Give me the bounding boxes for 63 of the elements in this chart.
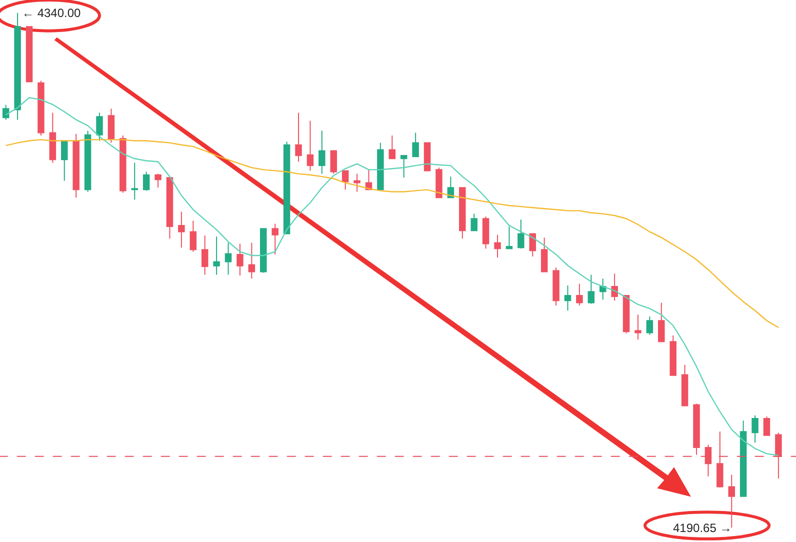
candlestick [506,226,513,250]
candlestick [260,228,267,274]
candlestick [540,237,548,272]
candlestick [166,177,174,240]
candlestick [236,243,244,276]
candlestick [49,112,56,164]
candlestick [670,334,676,376]
candlestick [224,242,232,276]
candlestick [459,187,466,240]
candlestick [318,130,326,174]
candlestick [412,132,419,158]
annotation: 4190.65 → [673,521,732,535]
candlestick [142,171,150,192]
candlestick [72,133,80,198]
candlestick [178,211,185,248]
candlestick [272,223,278,255]
candlestick [447,176,454,198]
candlestick [564,284,572,312]
candlestick [201,235,208,276]
annotation: ← 4340.00 [22,6,82,20]
candlestick [518,219,524,250]
candlestick [646,316,654,336]
candlestick [658,302,665,342]
candlestick [108,108,115,144]
candlestick [120,135,126,194]
candlestick [400,155,408,178]
candlestick [494,234,501,258]
candlestick [96,112,103,142]
candlestick [354,173,360,192]
candlestick [38,80,44,136]
candlestick [190,220,197,252]
candlestick [84,130,92,192]
candlestick [693,403,700,456]
candlestick [377,142,384,190]
candlestick [752,414,758,444]
candlestick [728,474,735,528]
candlestick [388,135,396,160]
candlestick [61,140,68,182]
candlestick [622,294,630,334]
candlestick [681,364,688,406]
candlestick [740,420,747,497]
candlestick [26,26,33,82]
candlestick [470,213,478,232]
candlestick [248,242,256,280]
candlestick [599,278,606,300]
candlestick [283,141,290,234]
candlestick [213,236,220,276]
candlestick [342,170,349,190]
candlestick [306,120,314,172]
candlestick [14,12,21,120]
candlestick [2,104,10,120]
candlestick [330,150,337,174]
candlestick [436,167,442,198]
candlestick [763,416,770,436]
candlestick [424,142,431,172]
candlestick [131,162,138,200]
candlestick [588,274,595,304]
candlestick [634,314,642,340]
candlestick [482,216,490,250]
candlestick [154,173,162,188]
candlestick [295,112,302,162]
candlestick [576,283,583,306]
candlestick [552,267,560,306]
